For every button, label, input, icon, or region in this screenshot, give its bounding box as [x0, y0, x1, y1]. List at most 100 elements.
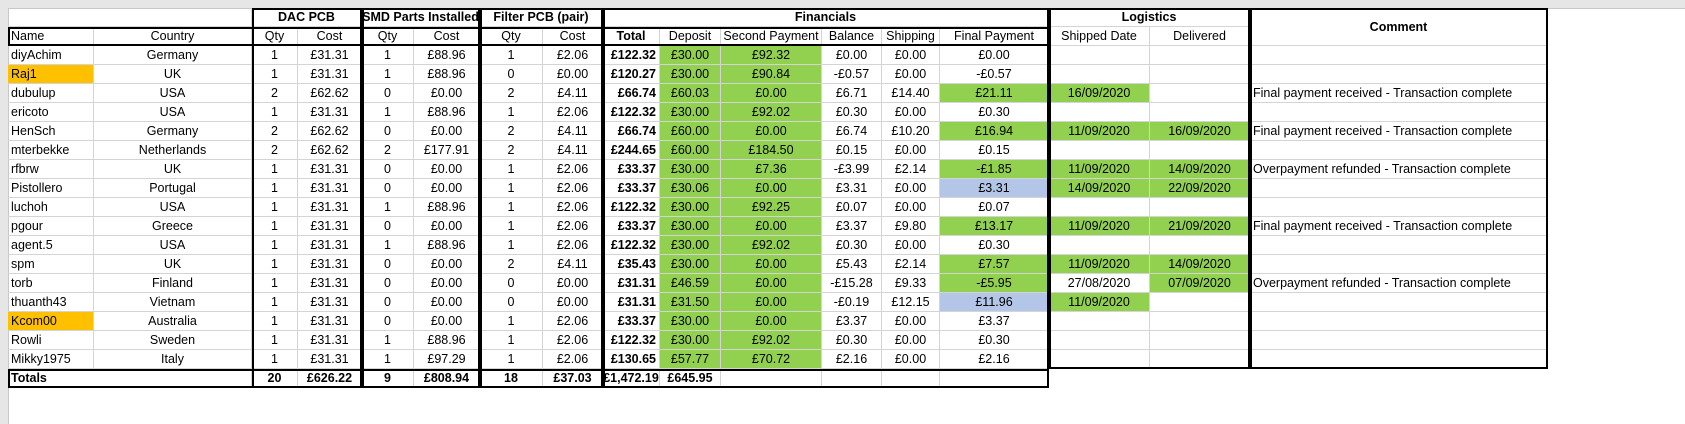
cell-name[interactable]: spm	[8, 255, 94, 274]
cell-final[interactable]: £11.96	[940, 293, 1049, 312]
cell-sq[interactable]: 0	[362, 84, 414, 103]
cell-fc[interactable]: £2.06	[543, 350, 603, 369]
column-header-5[interactable]: Cost	[414, 27, 480, 46]
cell-final[interactable]: £7.57	[940, 255, 1049, 274]
totals-empty[interactable]	[822, 369, 882, 388]
cell-final[interactable]: £13.17	[940, 217, 1049, 236]
cell-comment[interactable]: Final payment received - Transaction com…	[1250, 122, 1548, 141]
cell-shipping[interactable]: £0.00	[882, 312, 940, 331]
cell-shipping[interactable]: £0.00	[882, 198, 940, 217]
cell-fc[interactable]: £2.06	[543, 331, 603, 350]
cell-dq[interactable]: 1	[252, 65, 298, 84]
cell-final[interactable]: £0.15	[940, 141, 1049, 160]
cell-second[interactable]: £0.00	[721, 84, 822, 103]
cell-total[interactable]: £35.43	[603, 255, 660, 274]
cell-comment[interactable]	[1250, 331, 1548, 350]
cell-deposit[interactable]: £30.00	[660, 331, 721, 350]
cell-sc[interactable]: £97.29	[414, 350, 480, 369]
cell-name[interactable]: rfbrw	[8, 160, 94, 179]
cell-shipping[interactable]: £0.00	[882, 331, 940, 350]
cell-total[interactable]: £122.32	[603, 198, 660, 217]
cell-country[interactable]: Sweden	[94, 331, 252, 350]
cell-second[interactable]: £90.84	[721, 65, 822, 84]
cell-country[interactable]: USA	[94, 84, 252, 103]
column-header-9[interactable]: Deposit	[660, 27, 721, 46]
cell-sq[interactable]: 0	[362, 160, 414, 179]
cell-balance[interactable]: £0.30	[822, 236, 882, 255]
cell-country[interactable]: Netherlands	[94, 141, 252, 160]
cell-fq[interactable]: 1	[480, 160, 543, 179]
cell-sq[interactable]: 0	[362, 255, 414, 274]
cell-comment[interactable]	[1250, 46, 1548, 65]
cell-fq[interactable]: 1	[480, 350, 543, 369]
cell-balance[interactable]: £3.37	[822, 312, 882, 331]
cell-dc[interactable]: £31.31	[298, 293, 362, 312]
cell-final[interactable]: £3.37	[940, 312, 1049, 331]
cell-sc[interactable]: £177.91	[414, 141, 480, 160]
group-logistics[interactable]: Logistics	[1049, 8, 1250, 27]
cell-dc[interactable]: £31.31	[298, 103, 362, 122]
cell-dc[interactable]: £31.31	[298, 198, 362, 217]
group-smd-parts[interactable]: SMD Parts Installed	[362, 8, 480, 27]
totals-total[interactable]: £1,472.19	[603, 369, 660, 388]
cell-fq[interactable]: 1	[480, 217, 543, 236]
cell-fc[interactable]: £4.11	[543, 84, 603, 103]
cell-balance[interactable]: -£3.99	[822, 160, 882, 179]
cell-second[interactable]: £92.32	[721, 46, 822, 65]
cell-total[interactable]: £31.31	[603, 293, 660, 312]
cell-sq[interactable]: 0	[362, 293, 414, 312]
cell-sc[interactable]: £0.00	[414, 160, 480, 179]
cell-final[interactable]: £0.00	[940, 46, 1049, 65]
cell-dc[interactable]: £31.31	[298, 160, 362, 179]
cell-sq[interactable]: 0	[362, 217, 414, 236]
column-header-13[interactable]: Final Payment	[940, 27, 1049, 46]
cell-total[interactable]: £31.31	[603, 274, 660, 293]
cell-comment[interactable]: Final payment received - Transaction com…	[1250, 217, 1548, 236]
cell-delivered[interactable]	[1150, 103, 1250, 122]
cell-dq[interactable]: 2	[252, 84, 298, 103]
cell-dq[interactable]: 1	[252, 46, 298, 65]
cell-total[interactable]: £122.32	[603, 46, 660, 65]
cell-final[interactable]: £0.07	[940, 198, 1049, 217]
cell-fc[interactable]: £0.00	[543, 293, 603, 312]
cell-fq[interactable]: 1	[480, 179, 543, 198]
cell-country[interactable]: UK	[94, 255, 252, 274]
cell-balance[interactable]: £0.30	[822, 103, 882, 122]
cell-total[interactable]: £66.74	[603, 84, 660, 103]
cell-delivered[interactable]	[1150, 65, 1250, 84]
cell-final[interactable]: -£5.95	[940, 274, 1049, 293]
cell-sc[interactable]: £0.00	[414, 84, 480, 103]
cell-shipped[interactable]: 11/09/2020	[1049, 160, 1150, 179]
cell-sq[interactable]: 2	[362, 141, 414, 160]
group-financials[interactable]: Financials	[603, 8, 1049, 27]
cell-sc[interactable]: £0.00	[414, 179, 480, 198]
cell-name[interactable]: Mikky1975	[8, 350, 94, 369]
cell-delivered[interactable]	[1150, 350, 1250, 369]
cell-dq[interactable]: 1	[252, 255, 298, 274]
cell-shipping[interactable]: £0.00	[882, 103, 940, 122]
cell-delivered[interactable]	[1150, 293, 1250, 312]
cell-deposit[interactable]: £30.00	[660, 65, 721, 84]
cell-fq[interactable]: 0	[480, 293, 543, 312]
cell-shipping[interactable]: £0.00	[882, 236, 940, 255]
column-header-1[interactable]: Country	[94, 27, 252, 46]
cell-name[interactable]: HenSch	[8, 122, 94, 141]
cell-name[interactable]: Pistollero	[8, 179, 94, 198]
cell-shipping[interactable]: £2.14	[882, 255, 940, 274]
cell-shipping[interactable]: £12.15	[882, 293, 940, 312]
cell-delivered[interactable]	[1150, 84, 1250, 103]
cell-country[interactable]: USA	[94, 103, 252, 122]
column-header-12[interactable]: Shipping	[882, 27, 940, 46]
cell-second[interactable]: £7.36	[721, 160, 822, 179]
cell-dq[interactable]: 1	[252, 236, 298, 255]
cell-dq[interactable]: 1	[252, 350, 298, 369]
cell-final[interactable]: £16.94	[940, 122, 1049, 141]
cell-sc[interactable]: £88.96	[414, 198, 480, 217]
cell-comment[interactable]	[1250, 65, 1548, 84]
group-filter-pcb[interactable]: Filter PCB (pair)	[480, 8, 603, 27]
cell-final[interactable]: £3.31	[940, 179, 1049, 198]
cell-dq[interactable]: 2	[252, 122, 298, 141]
cell-deposit[interactable]: £30.00	[660, 236, 721, 255]
cell-fq[interactable]: 1	[480, 198, 543, 217]
cell-second[interactable]: £0.00	[721, 217, 822, 236]
